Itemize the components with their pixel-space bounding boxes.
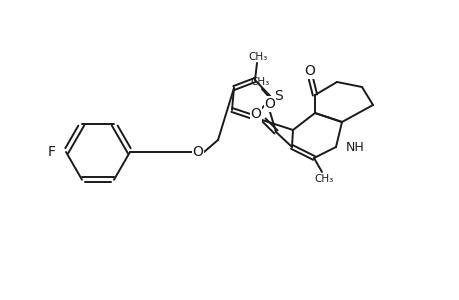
Text: O: O (250, 107, 261, 121)
Text: CH₃: CH₃ (250, 77, 269, 87)
Text: O: O (264, 97, 275, 111)
Text: O: O (192, 145, 203, 159)
Text: CH₃: CH₃ (248, 52, 267, 62)
Text: S: S (274, 89, 283, 103)
Text: F: F (48, 145, 56, 159)
Text: CH₃: CH₃ (313, 174, 333, 184)
Text: NH: NH (345, 140, 364, 154)
Text: O: O (304, 64, 315, 78)
